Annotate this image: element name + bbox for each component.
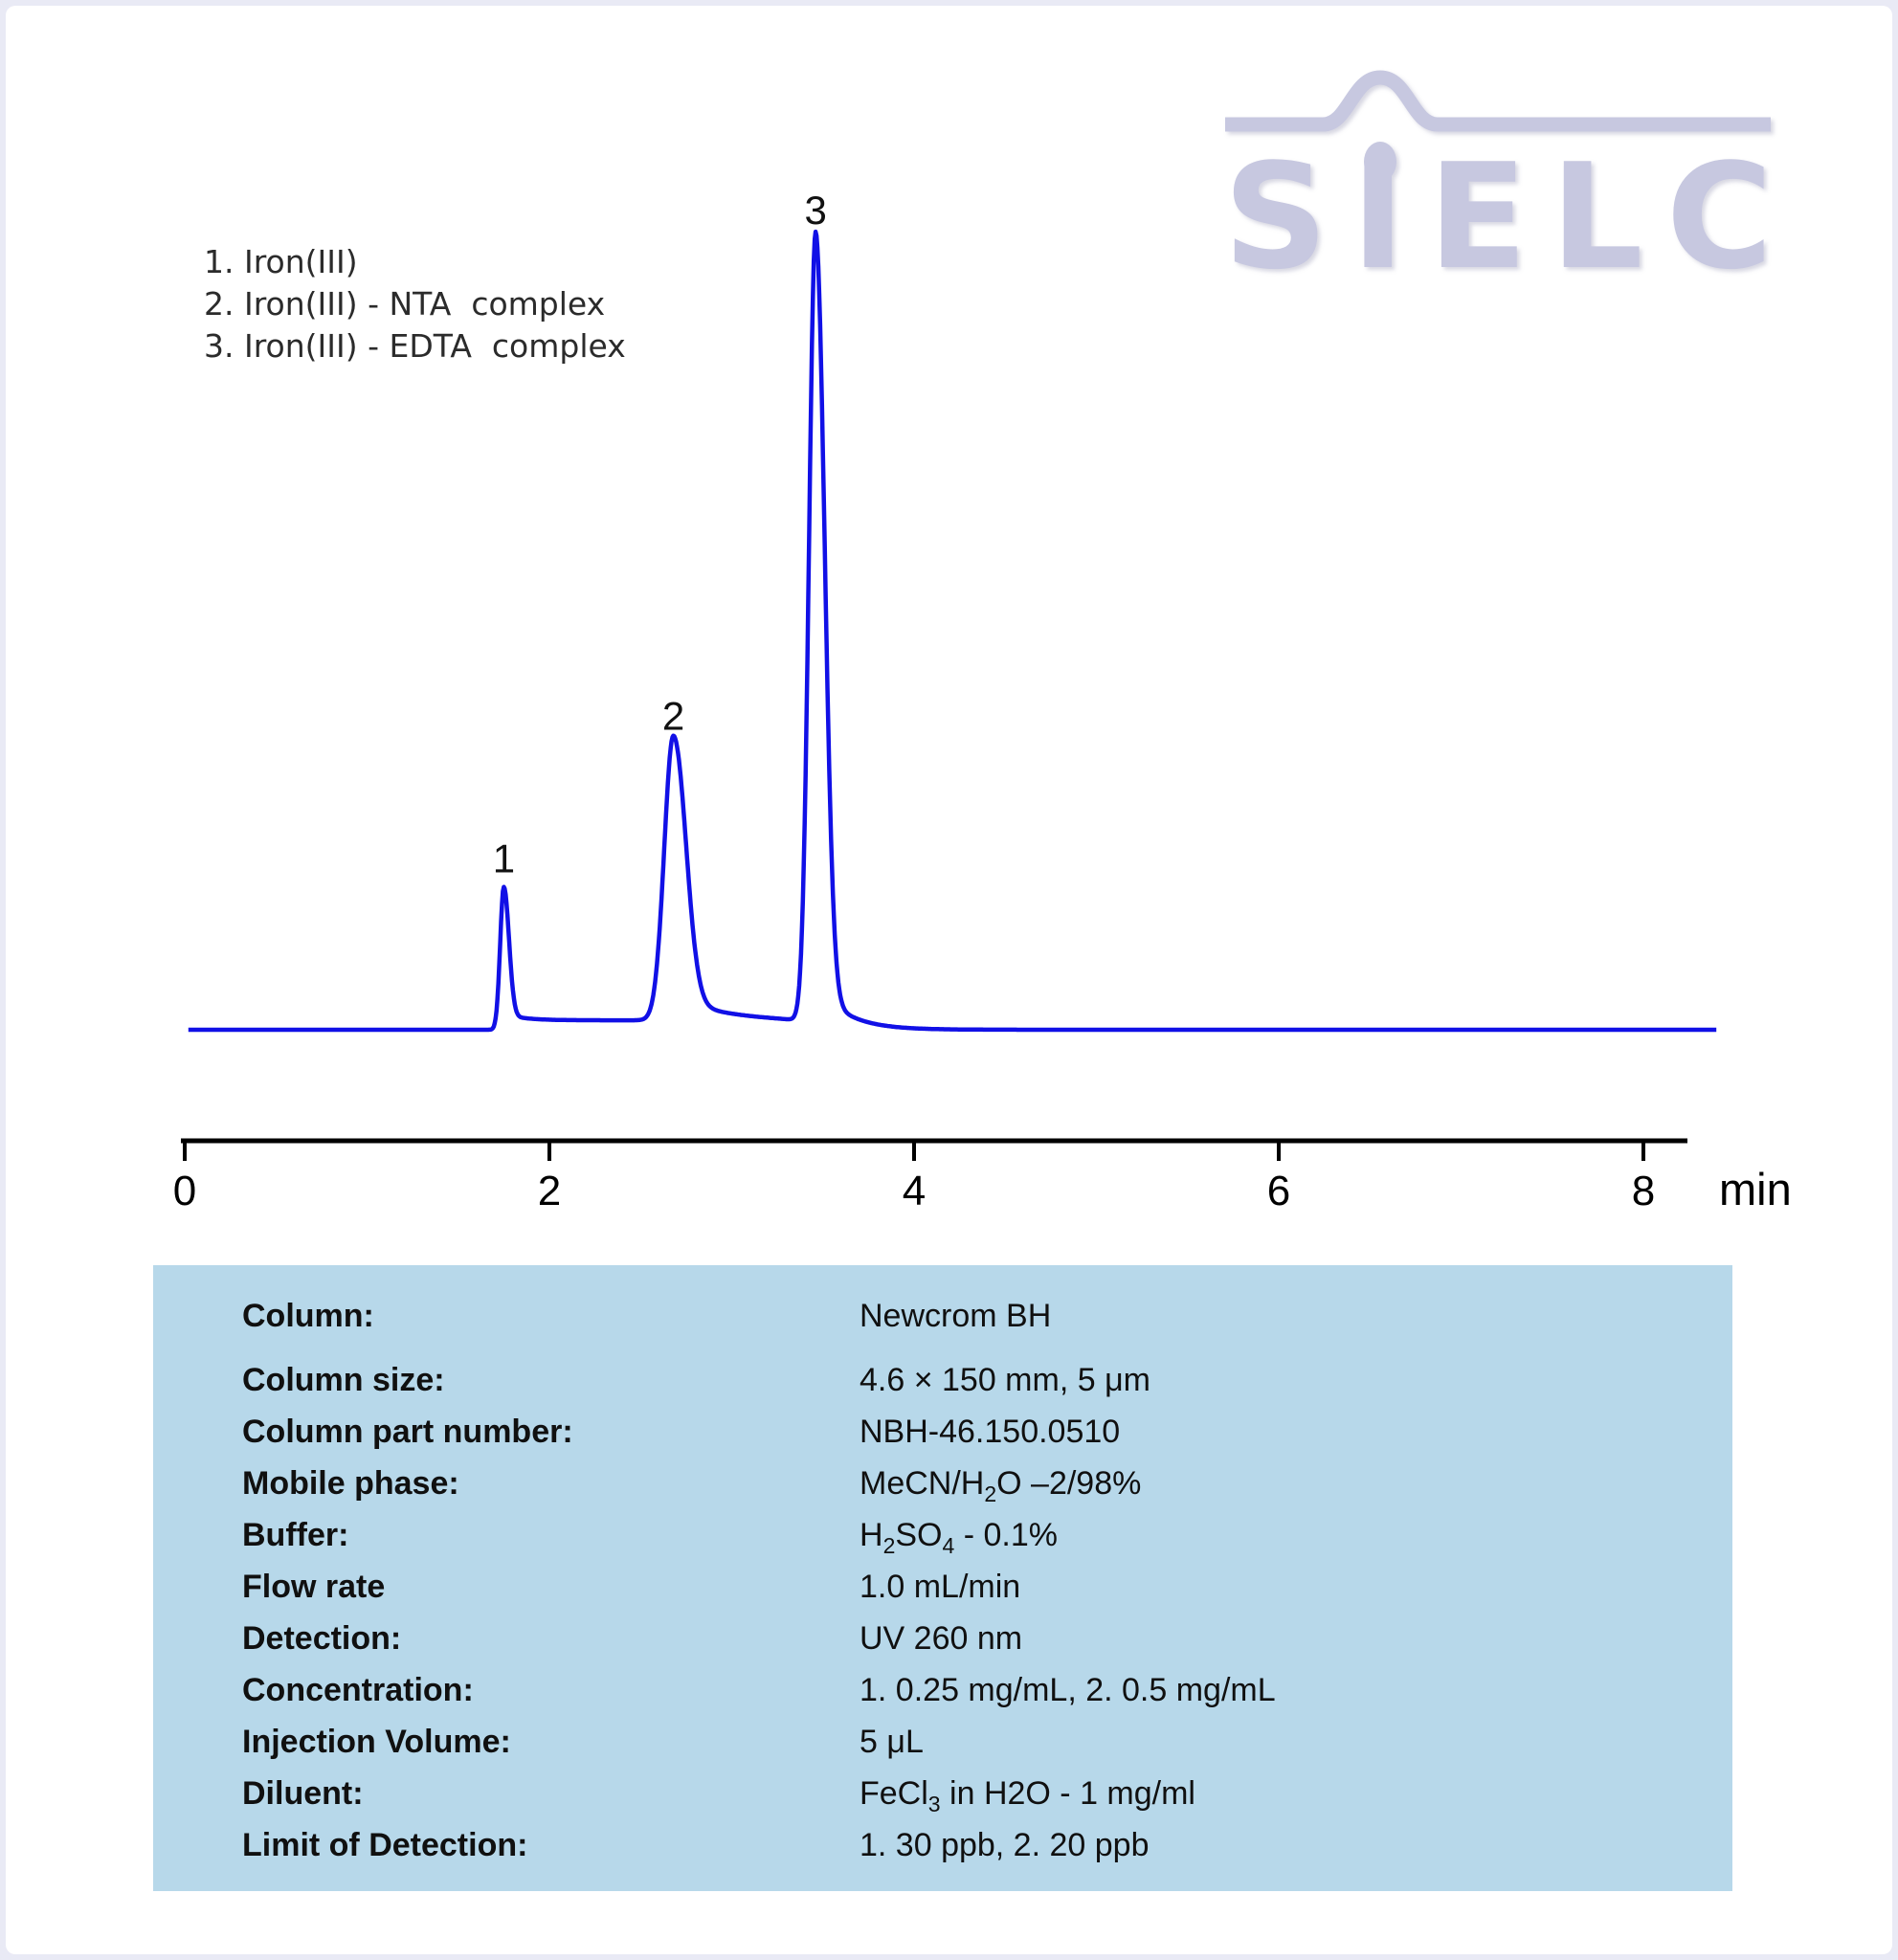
table-row: Concentration: 1. 0.25 mg/mL, 2. 0.5 mg/m… xyxy=(242,1664,1713,1716)
chromatogram-trace xyxy=(187,229,1718,1033)
x-tick-label: 4 xyxy=(903,1168,926,1214)
row-label: Buffer: xyxy=(242,1516,349,1553)
row-label: Concentration: xyxy=(242,1671,474,1708)
row-value: 1. 0.25 mg/mL, 2. 0.5 mg/mL xyxy=(860,1671,1276,1708)
sielc-logo: SIELC xyxy=(1223,70,1792,274)
table-row: Limit of Detection: 1. 30 ppb, 2. 20 ppb xyxy=(242,1819,1713,1871)
row-label: Flow rate xyxy=(242,1568,386,1605)
row-label: Injection Volume: xyxy=(242,1723,511,1760)
row-label: Diluent: xyxy=(242,1774,364,1812)
logo-dot-icon xyxy=(1364,142,1396,182)
table-row: Column size: 4.6 × 150 mm, 5 μm xyxy=(242,1354,1713,1406)
row-value: MeCN/H2O –2/98% xyxy=(860,1464,1142,1506)
row-label: Column size: xyxy=(242,1361,445,1398)
row-value: H2SO4 - 0.1% xyxy=(860,1516,1058,1558)
x-tick-label: 6 xyxy=(1267,1168,1290,1214)
row-value: NBH-46.150.0510 xyxy=(860,1413,1121,1450)
table-row: Buffer: H2SO4 - 0.1% xyxy=(242,1509,1713,1561)
x-tick-label: 8 xyxy=(1632,1168,1655,1214)
table-row: Detection: UV 260 nm xyxy=(242,1613,1713,1664)
row-label: Limit of Detection: xyxy=(242,1826,528,1863)
row-value: 1.0 mL/min xyxy=(860,1568,1021,1605)
logo-peak-line-icon xyxy=(1225,70,1771,132)
row-value: 1. 30 ppb, 2. 20 ppb xyxy=(860,1826,1150,1863)
row-label: Detection: xyxy=(242,1619,402,1657)
method-table: Column: Newcrom BH Column size: 4.6 × 150 m… xyxy=(153,1265,1732,1891)
peak-label: 1 xyxy=(493,835,515,880)
table-row: Column part number: NBH-46.150.0510 xyxy=(242,1406,1713,1458)
row-value: 4.6 × 150 mm, 5 μm xyxy=(860,1361,1150,1398)
peak-label: 3 xyxy=(804,188,826,233)
logo-text: SIELC xyxy=(1223,132,1792,274)
legend-item: 3. Iron(III) - EDTA complex xyxy=(204,327,626,365)
row-value: FeCl3 in H2O - 1 mg/ml xyxy=(860,1774,1195,1816)
peak-label: 2 xyxy=(662,694,684,739)
row-value: 5 μL xyxy=(860,1723,924,1760)
row-value: Newcrom BH xyxy=(860,1297,1052,1334)
row-label: Column: xyxy=(242,1297,374,1334)
x-axis-unit: min xyxy=(1719,1164,1792,1214)
legend-item: 2. Iron(III) - NTA complex xyxy=(204,285,606,323)
row-value: UV 260 nm xyxy=(860,1619,1023,1657)
table-row: Mobile phase: MeCN/H2O –2/98% xyxy=(242,1458,1713,1509)
row-label: Mobile phase: xyxy=(242,1464,459,1502)
legend-item: 1. Iron(III) xyxy=(204,243,358,280)
table-row: Flow rate 1.0 mL/min xyxy=(242,1561,1713,1613)
table-row: Column: Newcrom BH xyxy=(242,1290,1713,1342)
row-label: Column part number: xyxy=(242,1413,573,1450)
x-tick-label: 0 xyxy=(173,1168,196,1214)
legend: 1. Iron(III) 2. Iron(III) - NTA complex 3.… xyxy=(204,241,626,368)
table-row: Diluent: FeCl3 in H2O - 1 mg/ml xyxy=(242,1768,1713,1819)
table-row: Injection Volume: 5 μL xyxy=(242,1716,1713,1768)
x-tick-label: 2 xyxy=(538,1168,561,1214)
